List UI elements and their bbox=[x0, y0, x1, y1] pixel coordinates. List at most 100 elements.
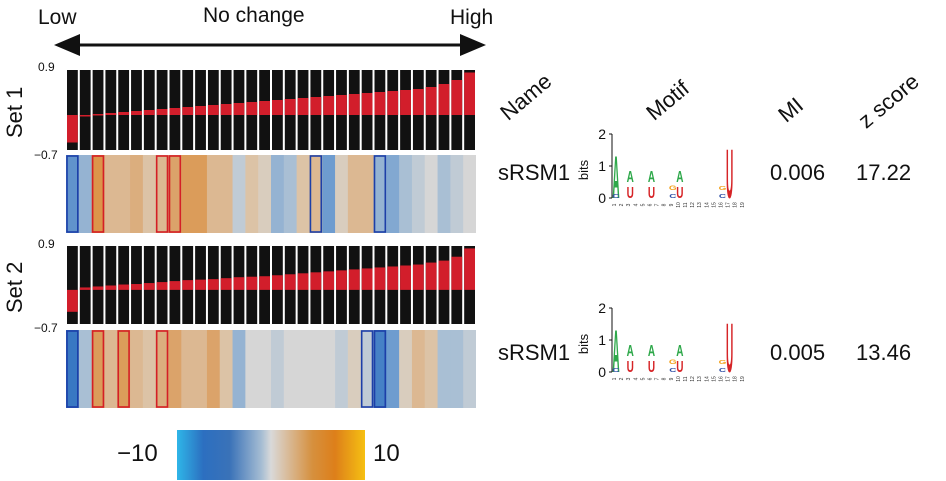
set-2-bar-value-27 bbox=[400, 265, 411, 290]
set-1-bar-value-27 bbox=[400, 90, 411, 115]
set-2-bar-value-20 bbox=[310, 272, 322, 290]
set-2-blue-box bbox=[66, 330, 79, 408]
set-2-bar-value-30 bbox=[438, 260, 450, 290]
set-1-heat-cell-22 bbox=[335, 155, 349, 233]
set-2-bar-value-1 bbox=[67, 289, 78, 312]
motif-letter-a: A bbox=[612, 319, 619, 386]
motif-position-label: 7 bbox=[655, 377, 661, 380]
set-1-bar-value-9 bbox=[169, 108, 181, 115]
set-2-bar-value-2 bbox=[79, 287, 91, 290]
set-2-heat-cell-23 bbox=[347, 330, 362, 408]
set-1-heat-cell-11 bbox=[194, 155, 208, 233]
set-1-heat-cell-24 bbox=[360, 155, 374, 233]
motif-letter-a: A bbox=[648, 168, 655, 186]
set-2-bar-value-22 bbox=[336, 270, 347, 290]
set-1-blue-box bbox=[309, 155, 323, 233]
motif-ytick: 2 bbox=[598, 300, 606, 316]
colorbar-max-label: 10 bbox=[373, 440, 400, 467]
set-1-bar-value-14 bbox=[233, 103, 245, 115]
set-1-bar-value-29 bbox=[425, 87, 437, 115]
set-1-heat-cell-1 bbox=[66, 155, 80, 233]
set-2-bar-value-32 bbox=[464, 248, 475, 290]
set-2-ymax: 0.9 bbox=[38, 237, 55, 251]
set-2-bar-value-3 bbox=[92, 286, 104, 290]
set-1-heat-cell-7 bbox=[142, 155, 157, 233]
motif-letter-u: U bbox=[726, 309, 733, 386]
set-1-heat-cell-4 bbox=[104, 155, 118, 233]
set-2-blue-box bbox=[360, 330, 374, 408]
motif-position-label: 17 bbox=[726, 202, 732, 208]
set-1-heat-cell-8 bbox=[155, 155, 169, 233]
set-2-heat-cell-16 bbox=[258, 330, 272, 408]
set-2-bar-3 bbox=[92, 246, 104, 324]
motif-letter-g: G bbox=[719, 186, 727, 192]
set-1-heat-cell-28 bbox=[411, 155, 426, 233]
header-z-score: z score bbox=[853, 68, 924, 134]
motif-letter-a: A bbox=[627, 168, 634, 186]
set-2-bar-panel bbox=[67, 246, 475, 324]
set-2-bar-value-31 bbox=[451, 256, 463, 290]
motif-position-label: 12 bbox=[690, 202, 696, 208]
set-2-name: sRSM1 bbox=[498, 340, 571, 365]
set-2-label: Set 2 bbox=[2, 261, 27, 313]
motif-position-label: 14 bbox=[704, 202, 710, 208]
motif-position-label: 8 bbox=[662, 377, 668, 380]
set-1-bar-value-13 bbox=[220, 104, 232, 115]
motif-position-label: 18 bbox=[733, 202, 739, 208]
set-1-ymin: −0.7 bbox=[34, 148, 58, 162]
set-1-name: sRSM1 bbox=[498, 160, 571, 185]
set-2-heat-cell-8 bbox=[155, 330, 169, 408]
motif-ytick: 0 bbox=[598, 364, 606, 380]
set-2-heat-cell-14 bbox=[232, 330, 246, 408]
motif-position-label: 2 bbox=[619, 203, 625, 206]
set-2-bar-value-12 bbox=[207, 279, 219, 290]
set-2-heat-cell-27 bbox=[399, 330, 413, 408]
motif-position-label: 3 bbox=[626, 377, 632, 380]
set-2-heat-cell-25 bbox=[373, 330, 387, 408]
set-2-heat-cell-15 bbox=[245, 330, 259, 408]
motif-position-label: 11 bbox=[683, 376, 689, 381]
set-2-bar-value-29 bbox=[425, 262, 437, 290]
set-1-bar-2 bbox=[79, 70, 91, 150]
set-1-heat-cell-25 bbox=[373, 155, 387, 233]
set-2-bar-value-23 bbox=[348, 269, 360, 290]
motif-letter-c: C bbox=[669, 368, 677, 374]
set-2-bar-value-21 bbox=[323, 271, 335, 290]
set-2-heat-cell-7 bbox=[142, 330, 157, 408]
set-1-bar-5 bbox=[118, 70, 130, 150]
set-2-heat-cell-19 bbox=[296, 330, 310, 408]
motif-position-label: 13 bbox=[697, 202, 703, 208]
set-1-heat-cell-20 bbox=[309, 155, 323, 233]
motif-ytick: 0 bbox=[598, 190, 606, 206]
set-2-heat-cell-12 bbox=[206, 330, 221, 408]
set-1-bar-value-11 bbox=[195, 106, 206, 115]
set-2-red-box bbox=[155, 330, 169, 408]
set-2-bar-value-19 bbox=[297, 273, 309, 290]
motif-position-label: 5 bbox=[640, 377, 646, 380]
set-1-heat-cell-13 bbox=[219, 155, 233, 233]
set-1-heat-strip bbox=[66, 155, 476, 233]
set-2-heat-cell-18 bbox=[283, 330, 298, 408]
set-2-red-box bbox=[117, 330, 130, 408]
motif-position-label: 1 bbox=[612, 377, 618, 380]
motif-position-label: 8 bbox=[662, 203, 668, 206]
motif-letter-g: G bbox=[669, 185, 677, 192]
set-2-heat-cell-21 bbox=[322, 330, 336, 408]
motif-letter-a: A bbox=[612, 145, 619, 212]
set-2-heat-cell-11 bbox=[194, 330, 208, 408]
set-1-bar-value-12 bbox=[207, 105, 219, 115]
set-1-heat-cell-14 bbox=[232, 155, 246, 233]
motif-position-label: 3 bbox=[626, 203, 632, 206]
set-2-heat-cell-6 bbox=[130, 330, 144, 408]
motif-position-label: 9 bbox=[669, 377, 675, 380]
set-2-mi: 0.005 bbox=[770, 340, 826, 365]
motif-letter-u: U bbox=[627, 358, 634, 376]
set-1-bar-value-4 bbox=[105, 113, 117, 115]
set-2-heat-cell-10 bbox=[181, 330, 195, 408]
set-2-bar-value-14 bbox=[233, 277, 245, 290]
set-1-bar-value-21 bbox=[323, 96, 335, 115]
set-2-heat-cell-30 bbox=[437, 330, 451, 408]
motif-position-label: 10 bbox=[676, 376, 682, 382]
motif-position-label: 19 bbox=[740, 202, 746, 208]
